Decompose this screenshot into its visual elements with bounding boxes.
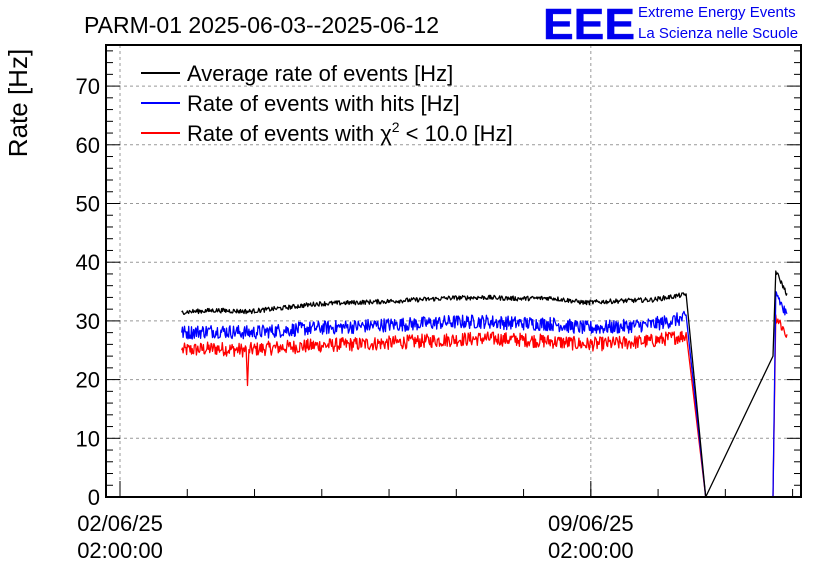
y-axis: 0 10 20 30 40 50 60 70 [76,50,801,510]
logo-line-1: Extreme Energy Events [638,4,796,21]
y-tick-label: 20 [76,368,100,393]
chart-title: PARM-01 2025-06-03--2025-06-12 [84,12,439,38]
legend: Average rate of events [Hz] Rate of event… [141,61,513,146]
x-tick-label-date: 02/06/25 [77,511,163,536]
eee-logo-mark: EEE [543,2,635,44]
y-axis-label: Rate [Hz] [3,49,33,157]
y-tick-label: 0 [88,485,100,510]
y-tick-label: 70 [76,74,100,99]
svg-text:EEE: EEE [543,2,635,44]
y-tick-label: 60 [76,133,100,158]
series-line-0 [181,270,788,498]
legend-label-1: Rate of events with hits [Hz] [187,91,460,116]
grid-lines [106,45,801,497]
y-tick-label: 40 [76,250,100,275]
x-tick-label-date: 09/06/25 [548,511,634,536]
x-tick-label-time: 02:00:00 [548,538,634,563]
series-line-1 [181,290,788,498]
logo-line-2: La Scienza nelle Scuole [638,25,799,42]
series-line-2 [181,314,788,498]
plot-frame [105,44,802,498]
x-tick-label-time: 02:00:00 [77,538,163,563]
y-tick-label: 10 [76,426,100,451]
y-tick-label: 50 [76,191,100,216]
legend-label-2: Rate of events with χ2 < 10.0 [Hz] [187,119,513,146]
y-tick-label: 30 [76,309,100,334]
series-layer [181,270,788,498]
legend-label-0: Average rate of events [Hz] [187,61,453,86]
